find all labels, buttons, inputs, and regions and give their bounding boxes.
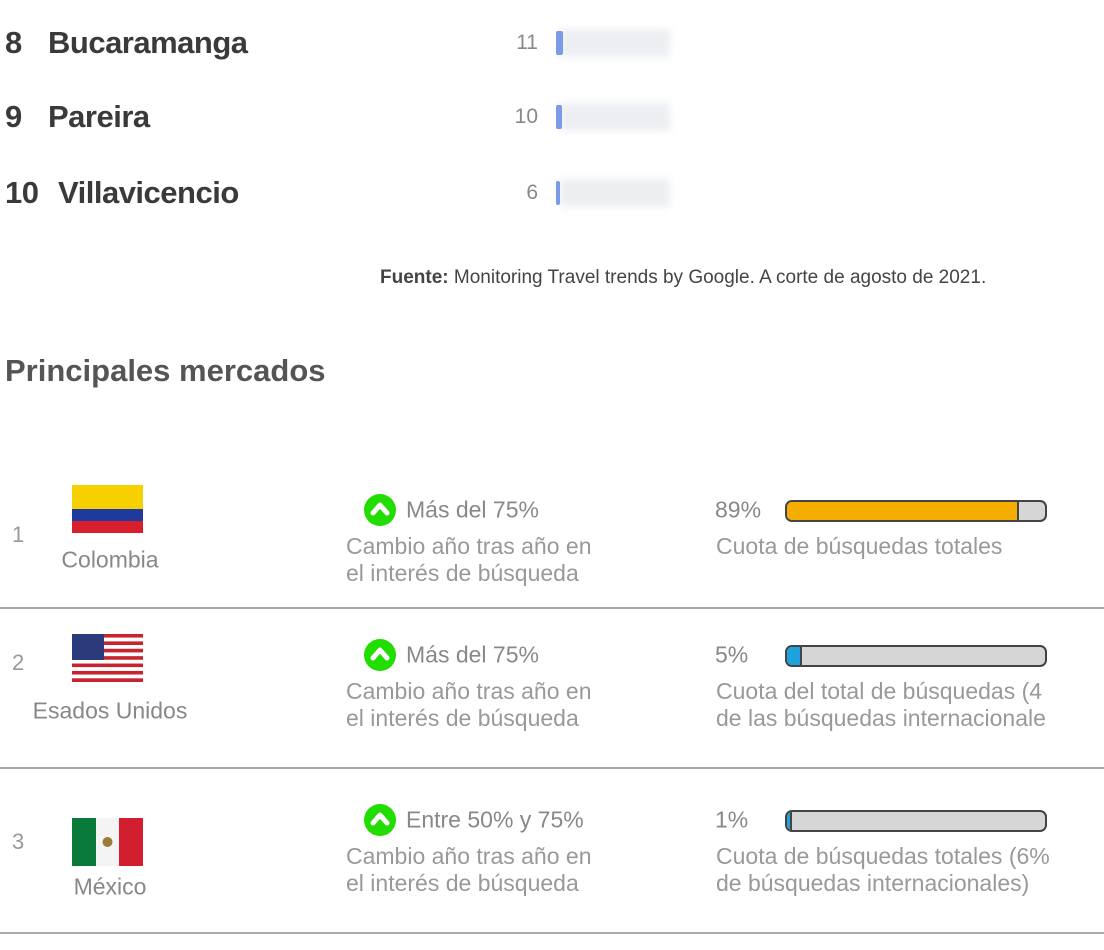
change-desc: el interés de búsqueda [346, 870, 579, 896]
flag [72, 634, 143, 682]
city-bar [556, 105, 562, 129]
change-desc: el interés de búsqueda [346, 705, 579, 731]
change-desc: Cambio año tras año en [346, 533, 592, 559]
change-icon [364, 804, 396, 836]
up-icon [364, 494, 396, 526]
change-icon [364, 494, 396, 526]
change-desc: el interés de búsqueda [346, 560, 579, 586]
flag [72, 818, 143, 866]
share-track [785, 645, 1047, 667]
source-text: Monitoring Travel trends by Google. A co… [453, 267, 987, 288]
share-label: 89% [715, 496, 762, 523]
share-desc: Cuota de búsquedas totales [716, 533, 1003, 559]
city-name: Pareira [48, 99, 150, 134]
share-desc: Cuota de búsquedas totales (6% [716, 843, 1050, 869]
city-rank: 8 [5, 25, 22, 60]
up-icon [364, 804, 396, 836]
share-desc: de las búsquedas internacionale [716, 705, 1046, 731]
separator [0, 607, 1104, 609]
city-name: Bucaramanga [48, 25, 248, 60]
share-track [785, 500, 1047, 522]
city-value: 6 [526, 181, 538, 204]
city-rank: 9 [5, 99, 22, 134]
share-fill [787, 812, 792, 830]
share-desc: de búsquedas internacionales) [716, 870, 1030, 896]
separator [0, 932, 1104, 934]
market-country: Esados Unidos [32, 697, 188, 724]
share-track [785, 810, 1047, 832]
market-rank: 3 [12, 829, 25, 854]
flag-graphic [72, 485, 143, 533]
flag-graphic [72, 634, 143, 682]
separator [0, 767, 1104, 769]
city-bar [556, 181, 560, 205]
city-name: Villavicencio [58, 175, 239, 210]
change-text: Entre 50% y 75% [406, 806, 584, 833]
market-country: México [73, 873, 147, 900]
city-bar [556, 31, 563, 55]
source: Fuente: Monitoring Travel trends by Goog… [380, 267, 986, 289]
share-label: 5% [715, 641, 749, 668]
up-icon [364, 639, 396, 671]
blurred-area [560, 29, 670, 57]
change-desc: Cambio año tras año en [346, 843, 592, 869]
share-label: 1% [715, 806, 749, 833]
market-country: Colombia [61, 546, 159, 573]
blurred-area [560, 179, 670, 207]
market-rank: 2 [12, 650, 25, 675]
market-rank: 1 [12, 522, 25, 547]
source-label: Fuente: [380, 267, 449, 288]
flag [72, 485, 143, 533]
city-value: 10 [514, 105, 538, 128]
flag-graphic [72, 818, 143, 866]
heading: Principales mercados [5, 353, 326, 388]
share-fill [787, 647, 802, 665]
change-text: Más del 75% [406, 641, 539, 668]
city-rank: 10 [5, 175, 39, 210]
share-fill [787, 502, 1019, 520]
share-desc: Cuota del total de búsquedas (4 [716, 678, 1043, 704]
city-value: 11 [516, 31, 538, 54]
change-icon [364, 639, 396, 671]
blurred-area [560, 103, 670, 131]
change-text: Más del 75% [406, 496, 539, 523]
change-desc: Cambio año tras año en [346, 678, 592, 704]
